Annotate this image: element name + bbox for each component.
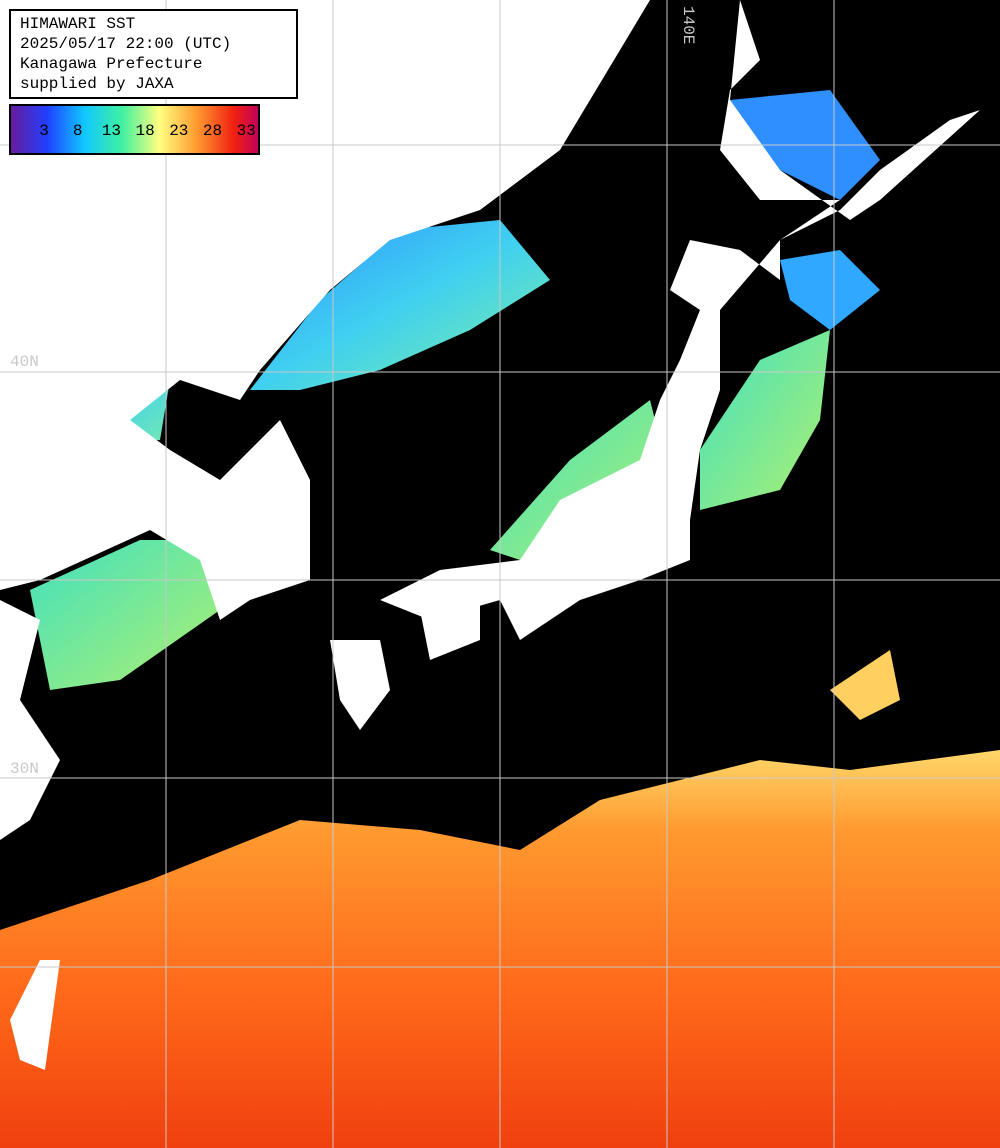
colorbar-label: 13	[102, 122, 121, 140]
pacific-east	[700, 330, 830, 510]
colorbar-label: 3	[39, 122, 49, 140]
header-box	[9, 9, 298, 99]
yellow-sea	[30, 540, 220, 690]
header-line: Kanagawa Prefecture	[20, 55, 202, 73]
colorbar-label: 28	[203, 122, 222, 140]
colorbar-labels: 3 8 13 18 23 28 33	[39, 122, 256, 140]
header-line: supplied by JAXA	[20, 75, 174, 93]
japan-sea-north	[250, 220, 550, 390]
colorbar-label: 18	[135, 122, 154, 140]
colorbar-label: 23	[169, 122, 188, 140]
header-line: HIMAWARI SST	[20, 15, 135, 33]
longitude-label: 140E	[679, 6, 697, 44]
pacific-north	[780, 250, 880, 330]
colorbar	[9, 104, 260, 155]
colorbar-label: 8	[73, 122, 83, 140]
japan-sea-south	[490, 400, 660, 560]
latitude-label: 40N	[10, 353, 39, 371]
latitude-label: 30N	[10, 760, 39, 778]
warm-patch	[830, 650, 900, 720]
header-line: 2025/05/17 22:00 (UTC)	[20, 35, 231, 53]
colorbar-label: 33	[237, 122, 256, 140]
